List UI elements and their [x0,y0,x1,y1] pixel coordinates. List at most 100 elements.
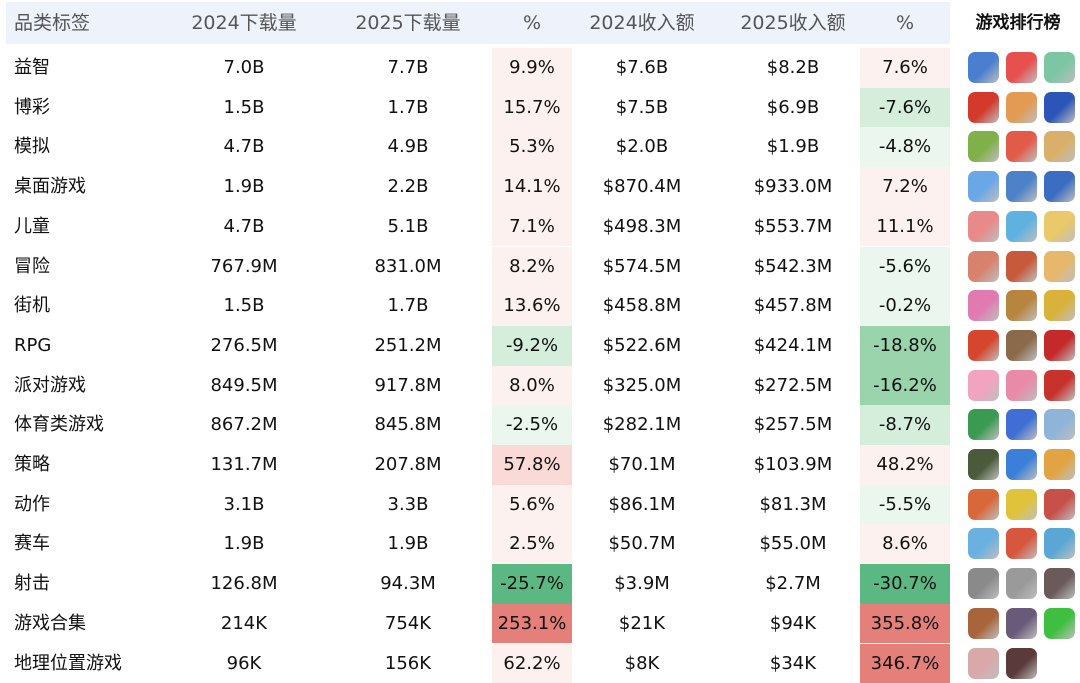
plane-icon[interactable] [1044,528,1075,559]
sniper-icon[interactable] [968,568,999,599]
arcade-icon[interactable] [968,290,999,321]
row-revenue-2024: $7.6B [572,48,712,88]
among-icon[interactable] [968,330,999,361]
skull-icon[interactable] [1044,330,1075,361]
row-downloads-2024: 849.5M [164,366,324,406]
shooter-icon[interactable] [1044,568,1075,599]
row-category: 策略 [6,445,136,485]
header-downloads-2024: 2024下载量 [164,2,324,44]
hill-climb-icon[interactable] [968,528,999,559]
candy-crush-icon[interactable] [1006,52,1037,83]
kids-house-icon[interactable] [968,211,999,242]
row-downloads-pct: -25.7% [492,564,572,604]
panda-icon[interactable] [1006,211,1037,242]
header-revenue-2025: 2025收入额 [718,2,868,44]
row-downloads-2025: 2.2B [328,167,488,207]
row-revenue-2025: $424.1M [718,326,868,366]
row-downloads-2024: 7.0B [164,48,324,88]
town-icon[interactable] [1044,131,1075,162]
bluey-icon[interactable] [1044,211,1075,242]
row-downloads-pct: -9.2% [492,326,572,366]
row-revenue-pct: 8.6% [860,524,950,564]
row-downloads-2025: 754K [328,604,488,644]
rocket-icon[interactable] [1006,449,1037,480]
row-game-icons [968,247,1078,287]
row-downloads-2025: 845.8M [328,405,488,445]
row-game-icons [968,405,1078,445]
desert-icon[interactable] [1006,251,1037,282]
row-downloads-2024: 1.5B [164,286,324,326]
row-downloads-2024: 96K [164,644,324,683]
row-revenue-2024: $3.9M [572,564,712,604]
row-revenue-pct: 346.7% [860,644,950,683]
rails-icon[interactable] [1006,489,1037,520]
row-downloads-pct: 8.2% [492,247,572,287]
row-revenue-pct: 48.2% [860,445,950,485]
king-icon[interactable] [1044,449,1075,480]
red-square-icon[interactable] [1044,370,1075,401]
hat-man-icon[interactable] [1006,648,1037,679]
piggy-icon[interactable] [1006,370,1037,401]
soldier-icon[interactable] [968,449,999,480]
monopoly-icon[interactable] [968,92,999,123]
row-category: 地理位置游戏 [6,644,136,683]
map-boy-icon[interactable] [968,648,999,679]
row-downloads-2025: 156K [328,644,488,683]
pirate-icon[interactable] [1006,608,1037,639]
row-revenue-pct: 7.6% [860,48,950,88]
row-category: 赛车 [6,524,136,564]
row-category: 儿童 [6,207,136,247]
row-category: 模拟 [6,127,136,167]
row-game-icons [968,564,1078,604]
row-category: 博彩 [6,88,136,128]
row-game-icons [968,524,1078,564]
farm-icon[interactable] [968,131,999,162]
row-downloads-pct: 7.1% [492,207,572,247]
row-category: 益智 [6,48,136,88]
board-icon[interactable] [1006,171,1037,202]
runner-icon[interactable] [968,489,999,520]
warrior-icon[interactable] [1006,330,1037,361]
racer-icon[interactable] [1006,290,1037,321]
row-revenue-pct: -8.7% [860,405,950,445]
jet-icon[interactable] [1006,568,1037,599]
row-revenue-2025: $257.5M [718,405,868,445]
header-revenue-2024: 2024收入额 [572,2,712,44]
chicken-icon[interactable] [1006,131,1037,162]
row-downloads-2024: 126.8M [164,564,324,604]
row-category: 射击 [6,564,136,604]
ski-icon[interactable] [1044,409,1075,440]
makeover-icon[interactable] [1044,52,1075,83]
coin-master-icon[interactable] [1006,92,1037,123]
golf-icon[interactable] [968,409,999,440]
green-game-icon[interactable] [1044,608,1075,639]
adventure-girl-icon[interactable] [968,251,999,282]
row-game-icons [968,88,1078,128]
row-revenue-2024: $325.0M [572,366,712,406]
row-downloads-pct: 5.6% [492,485,572,525]
row-revenue-2024: $522.6M [572,326,712,366]
row-downloads-2025: 7.7B [328,48,488,88]
brain-icon[interactable] [968,608,999,639]
dice-icon[interactable] [1044,171,1075,202]
explorer-icon[interactable] [1044,251,1075,282]
row-revenue-2024: $86.1M [572,485,712,525]
row-revenue-pct: -5.6% [860,247,950,287]
car-chase-icon[interactable] [1006,528,1037,559]
subway-icon[interactable] [1044,489,1075,520]
puzzle-king-icon[interactable] [968,52,999,83]
solitaire-icon[interactable] [968,171,999,202]
row-game-icons [968,207,1078,247]
party-girl-icon[interactable] [968,370,999,401]
row-revenue-pct: 7.2% [860,167,950,207]
casino-icon[interactable] [1044,92,1075,123]
row-downloads-2024: 1.9B [164,167,324,207]
gold-icon[interactable] [1044,290,1075,321]
row-revenue-2025: $542.3M [718,247,868,287]
pool-ball-icon[interactable] [1006,409,1037,440]
